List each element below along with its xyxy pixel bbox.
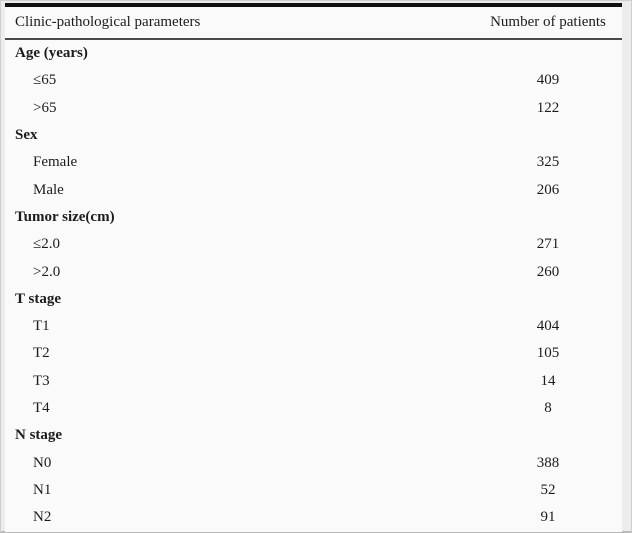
table-row: N2 91	[5, 504, 622, 531]
row-label: >2.0	[33, 263, 61, 280]
table-row: Male 206	[5, 176, 622, 203]
row-label: Age (years)	[15, 45, 88, 62]
row-label: N0	[33, 454, 52, 471]
header-count-column: Number of patients	[490, 14, 606, 30]
row-label: Male	[33, 181, 64, 198]
row-label: T stage	[15, 290, 61, 307]
row-label: T2	[33, 345, 50, 362]
table-row: T3 14	[5, 368, 622, 395]
table-row: T1 404	[5, 313, 622, 340]
row-value: 91	[540, 509, 556, 526]
row-value: 52	[540, 481, 556, 498]
row-label: N2	[33, 509, 52, 526]
row-label: >65	[33, 99, 57, 116]
row-label: T1	[33, 318, 50, 335]
table-row: N1 52	[5, 477, 622, 504]
table-body: Age (years) ≤65 409 >65 122 Sex Female 3…	[5, 40, 622, 531]
row-label: T3	[33, 372, 50, 389]
row-label: N1	[33, 481, 52, 498]
table-row: Age (years)	[5, 40, 622, 67]
row-value: 409	[536, 72, 560, 89]
table-row: >65 122	[5, 95, 622, 122]
clinicopathological-table: Clinic-pathological parameters Number of…	[5, 3, 622, 532]
row-label: Female	[33, 154, 78, 171]
row-value: 122	[536, 99, 560, 116]
header-parameter-column: Clinic-pathological parameters	[15, 14, 201, 30]
row-label: Tumor size(cm)	[15, 208, 115, 225]
row-label: Sex	[15, 127, 38, 144]
row-value: 206	[536, 181, 560, 198]
row-value: 271	[536, 236, 560, 253]
row-label: T4	[33, 400, 50, 416]
table-row: Tumor size(cm)	[5, 204, 622, 231]
table-row: N0 388	[5, 449, 622, 476]
row-value: 14	[540, 372, 556, 389]
table-row: Female 325	[5, 149, 622, 176]
row-label: ≤2.0	[33, 236, 60, 253]
row-label: ≤65	[33, 72, 57, 89]
table-row: N stage	[5, 422, 622, 449]
row-label: N stage	[15, 427, 63, 444]
table-row: T4 8	[5, 395, 622, 422]
table-row: T2 105	[5, 340, 622, 367]
table-row: ≤2.0 271	[5, 231, 622, 258]
table-header-row: Clinic-pathological parameters Number of…	[5, 7, 622, 40]
table-row: >2.0 260	[5, 258, 622, 285]
table-row: Sex	[5, 122, 622, 149]
row-value: 404	[536, 318, 560, 335]
row-value: 105	[536, 345, 560, 362]
table-row: ≤65 409	[5, 67, 622, 94]
row-value: 8	[544, 400, 552, 416]
row-value: 260	[536, 263, 560, 280]
row-value: 388	[536, 454, 560, 471]
row-value: 325	[536, 154, 560, 171]
table-row: T stage	[5, 286, 622, 313]
